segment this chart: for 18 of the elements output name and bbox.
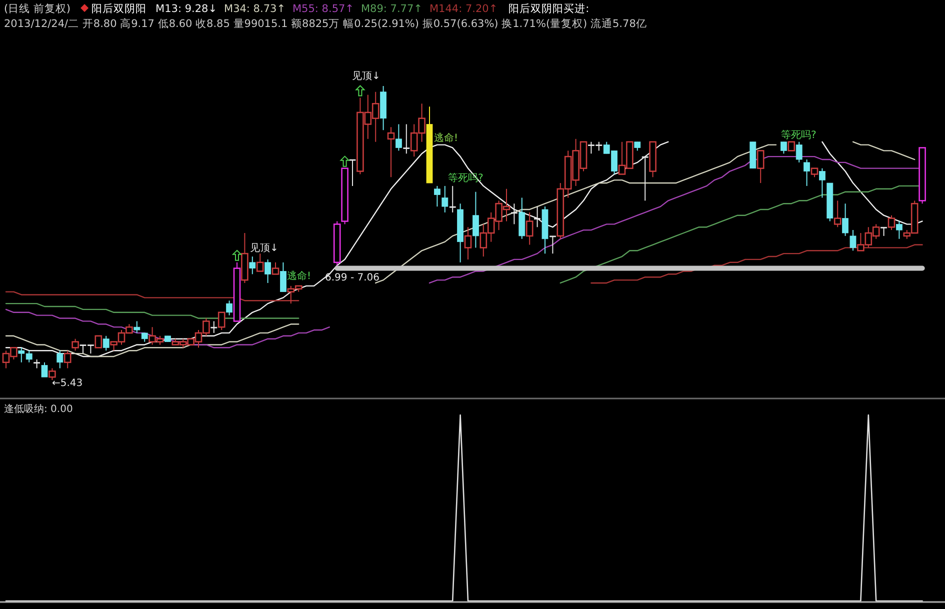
annotation: 阳后双阴阳	[92, 3, 147, 15]
title: (日线 前复权)	[4, 3, 71, 15]
legend-item: M34: 8.73↑	[224, 3, 286, 15]
legend-item: M144: 7.20↑	[429, 3, 498, 15]
annotation: 6.99 - 7.06	[325, 272, 380, 284]
legend-item: M13: 9.28↓	[156, 3, 218, 15]
subtitle: 2013/12/24/二 开8.80 高9.17 低8.60 收8.85 量99015.1 额8825万 幅0.25(2.91%) 振0.57(6.63%) 换1.71%(量复权) 流通5.78亿	[4, 18, 647, 30]
annotation: 逃命!	[287, 271, 312, 282]
annotation: 见顶↓	[250, 243, 278, 254]
annotation: 见顶↓	[352, 71, 380, 82]
legend-item: M55: 8.57↑	[292, 3, 354, 15]
title: 逢低吸纳: 0.00	[4, 404, 73, 415]
annotation: ←5.43	[52, 378, 83, 389]
annotation: 阳后双阴阳买进:	[508, 3, 590, 15]
legend-item: M89: 7.77↑	[360, 3, 422, 15]
annotation: 等死吗?	[448, 173, 484, 184]
annotation: 等死吗?	[781, 130, 816, 141]
annotation: 逃命!	[434, 133, 458, 144]
